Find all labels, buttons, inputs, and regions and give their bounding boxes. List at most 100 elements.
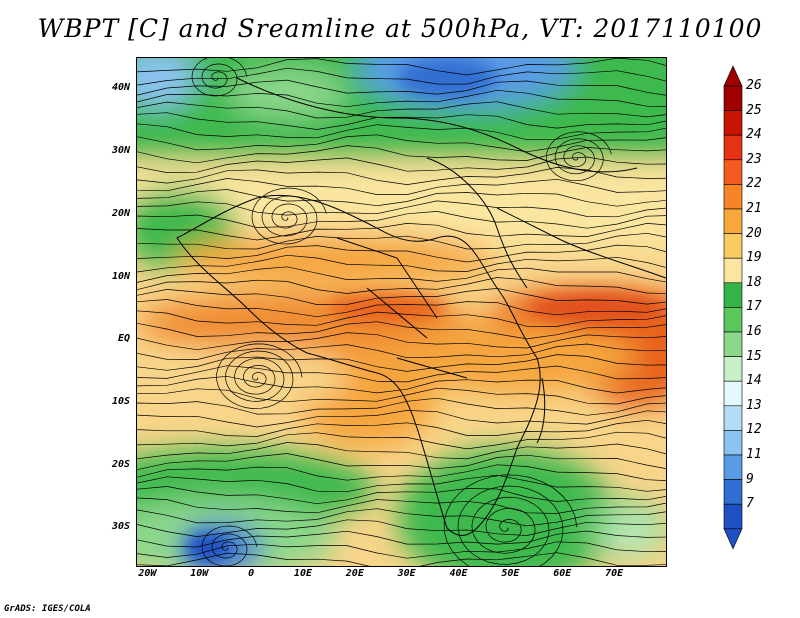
colorbar-top-arrow [723,65,743,87]
streamline [137,310,666,327]
streamline [137,387,666,405]
lon-label: 70E [605,568,624,579]
streamline [137,354,666,372]
lon-label: 60E [553,568,572,579]
streamline [137,134,666,153]
colorbar-bottom-arrow [723,528,743,550]
streamline [137,486,666,505]
streamline [137,112,666,130]
streamline [137,410,666,428]
lat-label: 20S [111,458,130,470]
colorbar-cell [723,356,743,382]
streamline [546,131,612,182]
streamline [137,145,666,164]
colorbar-cell [723,208,743,234]
streamline [137,244,666,263]
streamline [137,332,666,351]
streamline [137,156,666,173]
colorbar-label: 14 [746,373,762,389]
streamline [137,474,666,493]
colorbar-cell [723,503,743,530]
lat-label: EQ [117,333,130,345]
colorbar-label: 26 [746,78,762,93]
lat-label: 20N [111,207,130,219]
lon-label: 10E [293,568,312,579]
colorbar-cell [723,454,743,480]
colorbar-cell [723,134,743,161]
lon-label: 0 [248,568,255,579]
streamline [137,200,666,218]
lon-label: 40E [449,568,468,579]
lat-label: 30N [111,145,130,157]
map-title: WBPT [C] and Sreamline at 500hPa, VT: 20… [37,14,763,43]
colorbar-cell [723,405,743,431]
colorbar-label: 7 [746,496,754,512]
streamline [137,375,666,394]
colorbar-label: 19 [746,250,762,266]
streamline [137,552,666,566]
colorbar-label: 23 [746,151,762,167]
streamline [191,58,248,97]
streamline [251,187,327,245]
streamline [137,223,666,241]
map-area[interactable] [136,57,667,567]
streamline [137,189,666,207]
streamline [137,397,666,416]
streamline [137,508,666,527]
colorbar-label: 24 [746,127,762,143]
colorbar-cell [723,257,743,284]
streamline [137,442,666,460]
streamline [137,321,666,340]
colorbar-cell [723,110,743,136]
colorbar-label: 15 [746,348,762,364]
colorbar-label: 20 [746,225,762,241]
colorbar-cell [723,479,743,505]
lon-label: 10W [190,568,209,579]
colorbar-label: 11 [746,447,762,462]
streamline [137,254,666,273]
streamline [137,101,666,119]
temperature-field [137,58,666,566]
streamline [137,343,666,360]
colorbar [723,65,743,550]
streamline [137,277,666,294]
streamline [137,288,666,305]
lat-label: 10S [111,395,130,407]
lat-label: 40N [111,82,130,94]
colorbar-label: 25 [746,102,762,118]
streamlines [137,58,666,566]
streamline [137,419,666,437]
streamline [443,474,578,566]
colorbar-cell [723,430,743,456]
wbpt-map [137,58,666,566]
lon-label: 50E [501,568,520,579]
streamline [137,453,666,471]
lon-label: 20E [345,568,364,579]
streamline [137,431,666,450]
colorbar-cell [723,233,743,259]
streamline [137,178,666,195]
streamline [137,123,666,141]
lon-label: 30E [397,568,416,579]
streamline [201,525,258,566]
colorbar-label: 22 [746,176,762,192]
streamline [137,266,666,283]
colorbar-cell [723,282,743,308]
colorbar-cell [723,331,743,357]
streamline [137,79,666,96]
streamline [137,497,666,514]
colorbar-label: 16 [746,324,762,339]
streamline [137,58,666,76]
colorbar-label: 9 [746,471,754,487]
colorbar-label: 13 [746,397,762,413]
colorbar-cell [723,380,743,407]
colorbar-label: 17 [746,299,762,315]
colorbar-label: 21 [746,201,762,216]
colorbar-cell [723,85,743,111]
streamline [216,343,303,409]
colorbar-label: 18 [746,274,762,290]
colorbar-label: 12 [746,422,762,438]
lon-label: 20W [138,568,157,579]
grads-credit: GrADS: IGES/COLA [4,604,91,614]
colorbar-cell [723,307,743,333]
